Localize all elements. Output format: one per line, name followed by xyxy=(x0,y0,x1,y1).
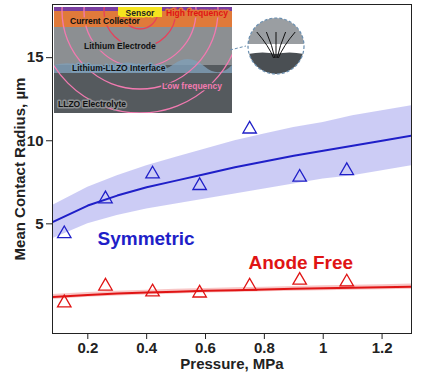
svg-text:Pressure, MPa: Pressure, MPa xyxy=(180,355,284,372)
svg-text:Lithium Electrode: Lithium Electrode xyxy=(84,41,156,51)
svg-text:1.2: 1.2 xyxy=(372,339,393,356)
svg-text:High frequency: High frequency xyxy=(166,8,228,18)
svg-text:Symmetric: Symmetric xyxy=(98,228,196,249)
svg-text:10: 10 xyxy=(27,132,44,149)
svg-text:5: 5 xyxy=(35,215,43,232)
svg-text:Mean Contact Radius, µm: Mean Contact Radius, µm xyxy=(11,78,28,261)
svg-text:Low frequency: Low frequency xyxy=(162,81,222,91)
svg-text:Lithium-LLZO Interface: Lithium-LLZO Interface xyxy=(72,63,166,73)
svg-text:0.4: 0.4 xyxy=(136,339,158,356)
svg-text:0.8: 0.8 xyxy=(253,339,275,357)
svg-text:Anode Free: Anode Free xyxy=(249,252,354,273)
svg-text:LLZO Electrolyte: LLZO Electrolyte xyxy=(58,99,126,109)
svg-text:1: 1 xyxy=(319,339,327,356)
svg-text:0.2: 0.2 xyxy=(77,339,98,356)
svg-text:0.6: 0.6 xyxy=(195,339,216,357)
svg-text:Sensor: Sensor xyxy=(125,7,155,18)
svg-text:15: 15 xyxy=(27,48,44,65)
svg-text:Current Collector: Current Collector xyxy=(70,16,141,26)
